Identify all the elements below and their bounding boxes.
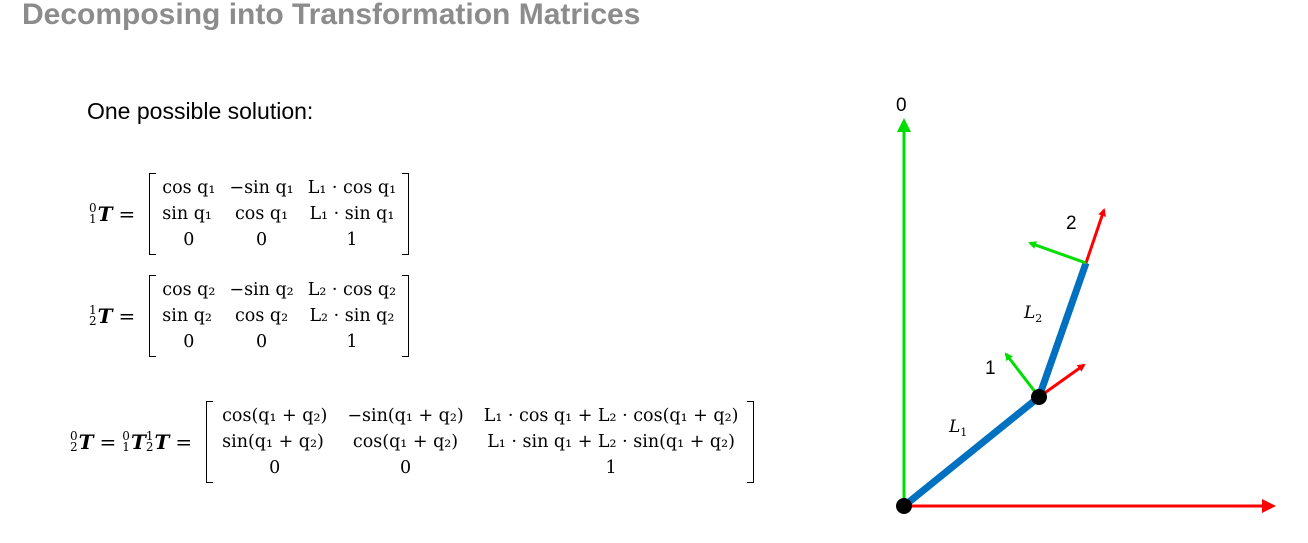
- equation-3-lhs: 0 2 T = 0 1 T 1 2 T =: [70, 430, 198, 454]
- equation-2-indices: 1 2: [89, 303, 97, 328]
- matrix-row: 0 0 1: [155, 227, 403, 253]
- sub: 2: [89, 314, 97, 328]
- matrix-cell: 0: [255, 332, 268, 352]
- matrix-cell: cos(q₁ + q₂): [222, 406, 328, 426]
- link-2-symbol: L: [1023, 303, 1035, 323]
- equation-3-indices: 0 2: [70, 429, 78, 454]
- matrix-cell: L₁ · cos q₁: [307, 178, 397, 198]
- product-1-indices: 0 1: [122, 429, 130, 454]
- matrix-cell: L₁ · cos q₁ + L₂ · cos(q₁ + q₂): [483, 406, 739, 426]
- matrix-cell: cos q₂: [235, 306, 289, 326]
- matrix-cell: L₁ · sin q₁: [309, 204, 395, 224]
- matrix-cell: 1: [346, 230, 358, 250]
- frame-1-label: 1: [985, 358, 996, 379]
- matrix-cell: 0: [183, 332, 195, 352]
- matrix-row: sin q₁ cos q₁ L₁ · sin q₁: [155, 201, 403, 227]
- equals-sign: =: [175, 430, 193, 454]
- matrix-cell: L₂ · cos q₂: [307, 280, 397, 300]
- link-2-label: L2: [1023, 303, 1042, 325]
- sub: 2: [70, 440, 78, 454]
- link-2-subscript: 2: [1035, 312, 1042, 325]
- matrix-cell: −sin q₁: [229, 178, 294, 198]
- transform-symbol: T: [78, 430, 94, 454]
- matrix-row: sin(q₁ + q₂) cos(q₁ + q₂) L₁ · sin q₁ + …: [212, 429, 748, 455]
- sup: 0: [122, 429, 130, 443]
- matrix-cell: L₂ · sin q₂: [309, 306, 395, 326]
- sup: 0: [70, 429, 78, 443]
- frame-2-y-axis: [1028, 241, 1087, 265]
- equation-2: 1 2 T = cos q₂ −sin q₂ L₂ · cos q₂ sin q…: [89, 275, 409, 357]
- frame-0-label: 0: [896, 95, 907, 116]
- matrix-cell: 0: [255, 230, 268, 250]
- sup: 0: [89, 201, 97, 215]
- matrix-1: cos q₁ −sin q₁ L₁ · cos q₁ sin q₁ cos q₁…: [149, 173, 409, 255]
- equation-3: 0 2 T = 0 1 T 1 2 T = cos(q₁ + q₂) −sin(…: [70, 401, 755, 483]
- matrix-cell: cos(q₁ + q₂): [352, 432, 459, 452]
- matrix-row: cos q₂ −sin q₂ L₂ · cos q₂: [155, 277, 403, 303]
- matrix-cell: sin q₂: [162, 306, 212, 326]
- matrix-row: sin q₂ cos q₂ L₂ · sin q₂: [155, 303, 403, 329]
- matrix-row: cos q₁ −sin q₁ L₁ · cos q₁: [155, 175, 403, 201]
- matrix-cell: 1: [346, 332, 358, 352]
- link-1-symbol: L: [948, 417, 960, 437]
- link-2: [1035, 261, 1090, 399]
- equation-1-lhs: 0 1 T =: [89, 202, 141, 226]
- sup: 1: [145, 429, 154, 443]
- transform-symbol: T: [97, 304, 113, 328]
- frame-1-x-axis: [1038, 363, 1086, 399]
- matrix-row: cos(q₁ + q₂) −sin(q₁ + q₂) L₁ · cos q₁ +…: [212, 403, 748, 429]
- matrix-cell: 0: [183, 230, 195, 250]
- matrix-cell: sin q₁: [162, 204, 212, 224]
- link-1: [901, 394, 1042, 509]
- intro-text: One possible solution:: [87, 98, 314, 124]
- equation-1: 0 1 T = cos q₁ −sin q₁ L₁ · cos q₁ sin q…: [89, 173, 409, 255]
- matrix-row: 0 0 1: [212, 455, 748, 481]
- matrix-cell: 0: [269, 458, 281, 478]
- frame-1-y-axis: [1004, 352, 1041, 398]
- sub: 1: [122, 440, 130, 454]
- joint-1: [1031, 389, 1047, 405]
- equals-sign: =: [118, 304, 136, 328]
- matrix-3: cos(q₁ + q₂) −sin(q₁ + q₂) L₁ · cos q₁ +…: [206, 401, 755, 483]
- matrix-2: cos q₂ −sin q₂ L₂ · cos q₂ sin q₂ cos q₂…: [149, 275, 409, 357]
- matrix-cell: L₁ · sin q₁ + L₂ · sin(q₁ + q₂): [487, 432, 735, 452]
- matrix-cell: 0: [399, 458, 412, 478]
- equation-1-indices: 0 1: [89, 201, 97, 226]
- sup: 1: [89, 303, 97, 317]
- matrix-cell: cos q₁: [162, 178, 216, 198]
- matrix-cell: 1: [605, 458, 617, 478]
- transform-symbol: T: [130, 430, 146, 454]
- frame-2-label: 2: [1066, 213, 1077, 234]
- link-1-label: L1: [948, 417, 967, 439]
- equals-sign: =: [99, 430, 117, 454]
- link-1-subscript: 1: [960, 426, 967, 439]
- matrix-cell: cos q₂: [162, 280, 216, 300]
- matrix-cell: −sin(q₁ + q₂): [347, 406, 464, 426]
- transform-symbol: T: [154, 430, 170, 454]
- base-joint: [896, 498, 912, 514]
- slide-title: Decomposing into Transformation Matrices: [22, 0, 641, 31]
- product-2-indices: 1 2: [145, 429, 154, 454]
- matrix-row: 0 0 1: [155, 329, 403, 355]
- frame-2-x-axis: [1084, 208, 1106, 264]
- matrix-cell: sin(q₁ + q₂): [222, 432, 324, 452]
- sub: 1: [89, 212, 97, 226]
- sub: 2: [145, 440, 154, 454]
- equals-sign: =: [118, 202, 136, 226]
- matrix-cell: −sin q₂: [229, 280, 294, 300]
- transform-symbol: T: [97, 202, 113, 226]
- equation-2-lhs: 1 2 T =: [89, 304, 141, 328]
- matrix-cell: cos q₁: [235, 204, 289, 224]
